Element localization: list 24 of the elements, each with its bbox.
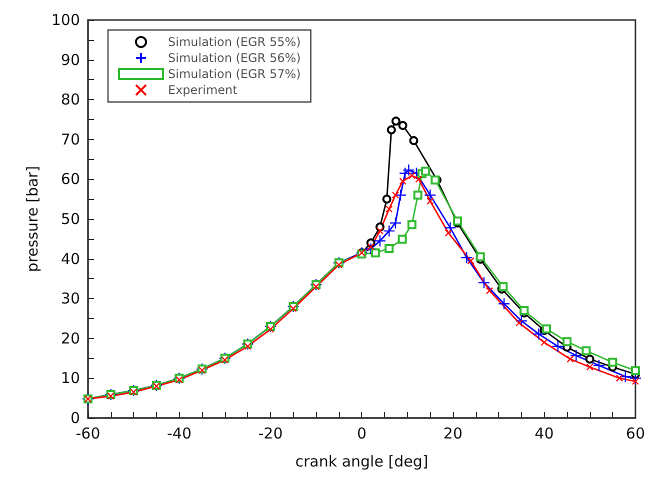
- y-tick-label: 20: [60, 329, 80, 348]
- y-tick-label: 60: [60, 170, 80, 188]
- y-tick-label: 80: [60, 90, 80, 109]
- x-tick-label: 0: [356, 424, 366, 442]
- y-tick-label: 40: [60, 250, 80, 268]
- x-tick-label: 20: [443, 424, 463, 442]
- x-axis-title: crank angle [deg]: [295, 452, 428, 470]
- legend-label: Experiment: [168, 83, 238, 97]
- x-tick-label: -20: [258, 424, 283, 442]
- y-tick-label: 0: [70, 409, 80, 427]
- x-tick-label: -60: [76, 424, 100, 442]
- y-tick-label: 90: [60, 50, 80, 69]
- x-tick-label: -40: [166, 424, 192, 442]
- legend-label: Simulation (EGR 56%): [168, 51, 301, 65]
- x-tick-label: 40: [534, 424, 554, 442]
- y-tick-label: 10: [60, 369, 80, 388]
- y-axis-title: pressure [bar]: [24, 166, 42, 272]
- y-tick-label: 100: [51, 11, 80, 29]
- y-tick-label: 30: [60, 290, 80, 308]
- legend-label: Simulation (EGR 57%): [168, 67, 301, 81]
- x-tick-label: 60: [626, 424, 646, 442]
- legend-label: Simulation (EGR 55%): [168, 35, 301, 49]
- y-tick-label: 70: [60, 130, 80, 148]
- y-tick-label: 50: [60, 210, 80, 228]
